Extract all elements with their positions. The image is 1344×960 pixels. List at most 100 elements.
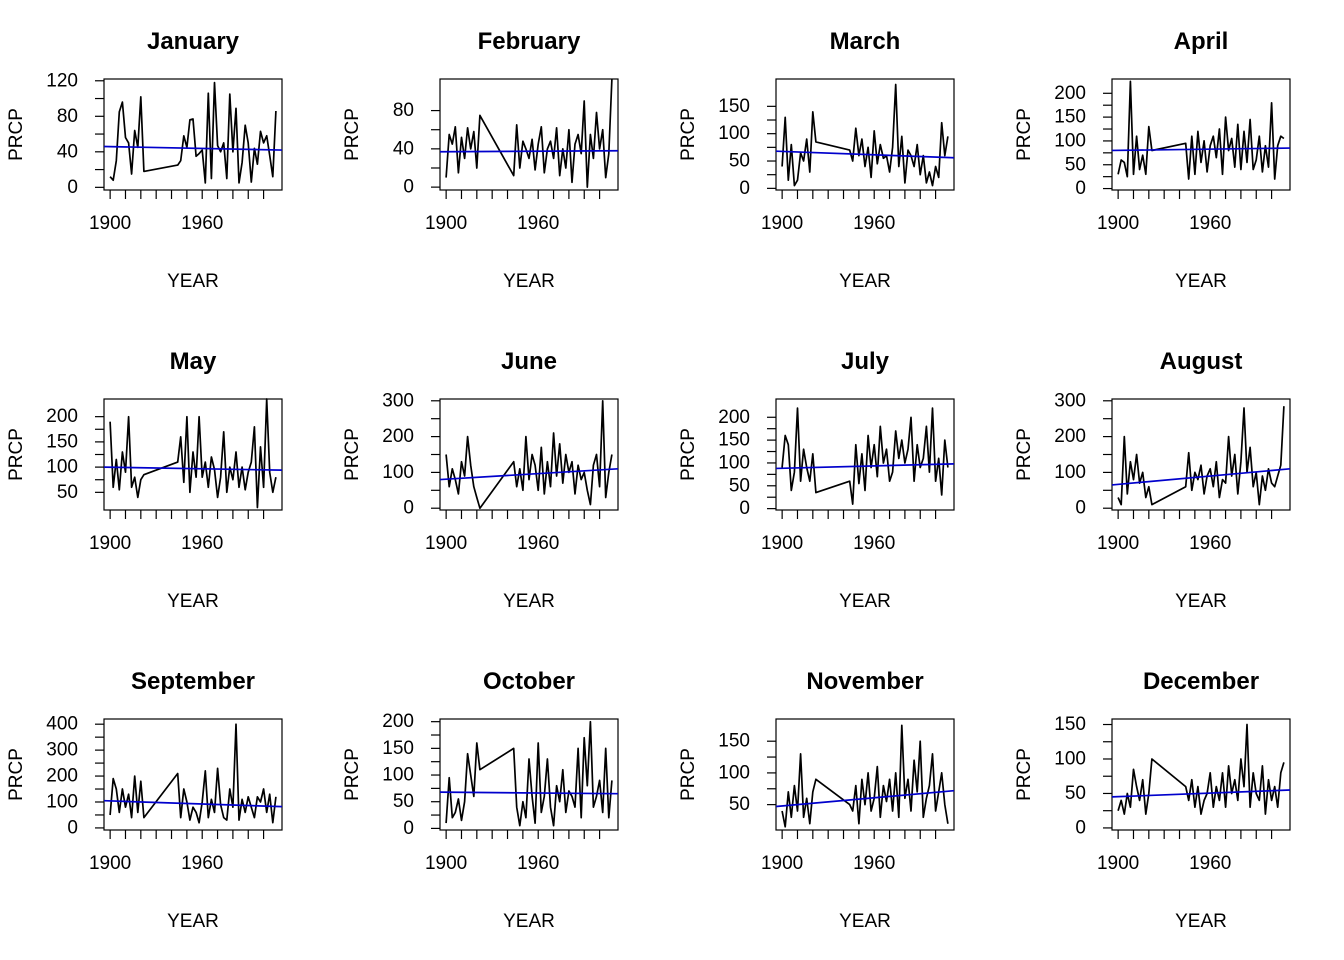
x-axis-label: YEAR bbox=[503, 591, 555, 612]
trend-line bbox=[1111, 467, 1291, 486]
trend-line bbox=[439, 149, 619, 153]
x-axis-label: YEAR bbox=[167, 911, 219, 932]
y-tick-label: 150 bbox=[1054, 714, 1086, 735]
trend-line bbox=[775, 789, 955, 808]
y-tick-label: 200 bbox=[718, 407, 750, 428]
data-series-line bbox=[1117, 406, 1285, 506]
data-series-line bbox=[445, 720, 613, 827]
x-axis-label: YEAR bbox=[839, 271, 891, 292]
x-tick-label: 1960 bbox=[1189, 533, 1231, 554]
x-tick-label: 1960 bbox=[853, 533, 895, 554]
plot-frame bbox=[775, 398, 955, 511]
y-tick-label: 150 bbox=[46, 431, 78, 452]
y-tick-label: 100 bbox=[1054, 130, 1086, 151]
y-axis-label: PRCP bbox=[342, 428, 363, 481]
x-tick-label: 1900 bbox=[1097, 853, 1139, 874]
x-tick-label: 1960 bbox=[517, 533, 559, 554]
y-tick-label: 0 bbox=[67, 177, 78, 198]
y-tick-label: 100 bbox=[718, 123, 750, 144]
x-axis-label: YEAR bbox=[839, 591, 891, 612]
x-tick-label: 1960 bbox=[181, 213, 223, 234]
panel-title: December bbox=[1143, 668, 1259, 695]
y-axis-label: PRCP bbox=[678, 428, 699, 481]
x-tick-label: 1900 bbox=[89, 853, 131, 874]
panel-title: October bbox=[483, 668, 575, 695]
x-tick-label: 1900 bbox=[1097, 213, 1139, 234]
panel-december: December YEAR PRCP 0 50 100 150 1900 1960 bbox=[1014, 668, 1291, 932]
y-axis-label: PRCP bbox=[6, 748, 27, 801]
y-tick-label: 0 bbox=[67, 817, 78, 838]
y-tick-label: 50 bbox=[57, 482, 78, 503]
panel-march: March YEAR PRCP 0 50 100 150 1900 1960 bbox=[678, 28, 955, 292]
y-tick-label: 120 bbox=[46, 70, 78, 91]
data-series-line bbox=[781, 407, 949, 505]
y-tick-label: 0 bbox=[739, 498, 750, 519]
y-tick-label: 50 bbox=[1065, 783, 1086, 804]
plot-frame bbox=[103, 718, 283, 831]
panel-november: November YEAR PRCP 50 100 150 1900 1960 bbox=[678, 668, 955, 932]
y-tick-label: 100 bbox=[382, 462, 414, 483]
y-tick-label: 0 bbox=[403, 177, 414, 198]
x-tick-label: 1960 bbox=[181, 533, 223, 554]
x-tick-label: 1900 bbox=[761, 213, 803, 234]
trend-line bbox=[775, 150, 955, 159]
x-axis-label: YEAR bbox=[1175, 911, 1227, 932]
y-tick-label: 200 bbox=[382, 426, 414, 447]
y-axis-label: PRCP bbox=[1014, 108, 1035, 161]
data-series-line bbox=[781, 83, 949, 187]
y-tick-label: 300 bbox=[382, 390, 414, 411]
y-axis-label: PRCP bbox=[342, 748, 363, 801]
y-tick-label: 100 bbox=[382, 765, 414, 786]
trend-line bbox=[439, 467, 619, 481]
y-tick-label: 300 bbox=[1054, 390, 1086, 411]
y-tick-label: 200 bbox=[46, 406, 78, 427]
x-tick-label: 1960 bbox=[181, 853, 223, 874]
y-tick-label: 300 bbox=[46, 740, 78, 761]
trend-line bbox=[103, 145, 283, 151]
y-tick-label: 200 bbox=[46, 766, 78, 787]
y-axis-label: PRCP bbox=[342, 108, 363, 161]
y-tick-label: 40 bbox=[393, 138, 414, 159]
y-tick-label: 150 bbox=[718, 430, 750, 451]
x-tick-label: 1900 bbox=[761, 533, 803, 554]
y-tick-label: 50 bbox=[729, 794, 750, 815]
panel-title: September bbox=[131, 668, 255, 695]
trend-line bbox=[1111, 147, 1291, 152]
y-axis-label: PRCP bbox=[1014, 748, 1035, 801]
y-tick-label: 40 bbox=[57, 141, 78, 162]
panel-may: May YEAR PRCP 50 100 150 200 1900 1960 bbox=[6, 348, 283, 612]
y-tick-label: 200 bbox=[1054, 83, 1086, 104]
x-tick-label: 1900 bbox=[89, 213, 131, 234]
panel-title: June bbox=[501, 348, 557, 375]
y-tick-label: 50 bbox=[729, 151, 750, 172]
x-tick-label: 1960 bbox=[853, 213, 895, 234]
panel-title: January bbox=[147, 28, 240, 55]
x-tick-label: 1900 bbox=[425, 533, 467, 554]
y-axis-label: PRCP bbox=[678, 108, 699, 161]
x-tick-label: 1900 bbox=[425, 853, 467, 874]
y-axis-label: PRCP bbox=[678, 748, 699, 801]
y-tick-label: 0 bbox=[403, 498, 414, 519]
data-series-line bbox=[1117, 80, 1285, 180]
y-tick-label: 100 bbox=[46, 457, 78, 478]
panel-title: August bbox=[1160, 348, 1243, 375]
data-series-line bbox=[781, 724, 949, 828]
x-axis-label: YEAR bbox=[167, 591, 219, 612]
y-tick-label: 150 bbox=[718, 731, 750, 752]
x-tick-label: 1900 bbox=[425, 213, 467, 234]
y-tick-label: 0 bbox=[1075, 817, 1086, 838]
trend-line bbox=[103, 799, 283, 808]
panel-february: February YEAR PRCP 0 40 80 1900 1960 bbox=[342, 28, 619, 292]
x-axis-label: YEAR bbox=[167, 271, 219, 292]
x-tick-label: 1900 bbox=[89, 533, 131, 554]
x-tick-label: 1960 bbox=[1189, 213, 1231, 234]
y-tick-label: 80 bbox=[393, 100, 414, 121]
y-tick-label: 100 bbox=[1054, 748, 1086, 769]
panel-title: April bbox=[1174, 28, 1229, 55]
x-axis-label: YEAR bbox=[839, 911, 891, 932]
x-axis-label: YEAR bbox=[1175, 591, 1227, 612]
trend-line bbox=[1111, 789, 1291, 798]
data-series-line bbox=[109, 723, 277, 824]
